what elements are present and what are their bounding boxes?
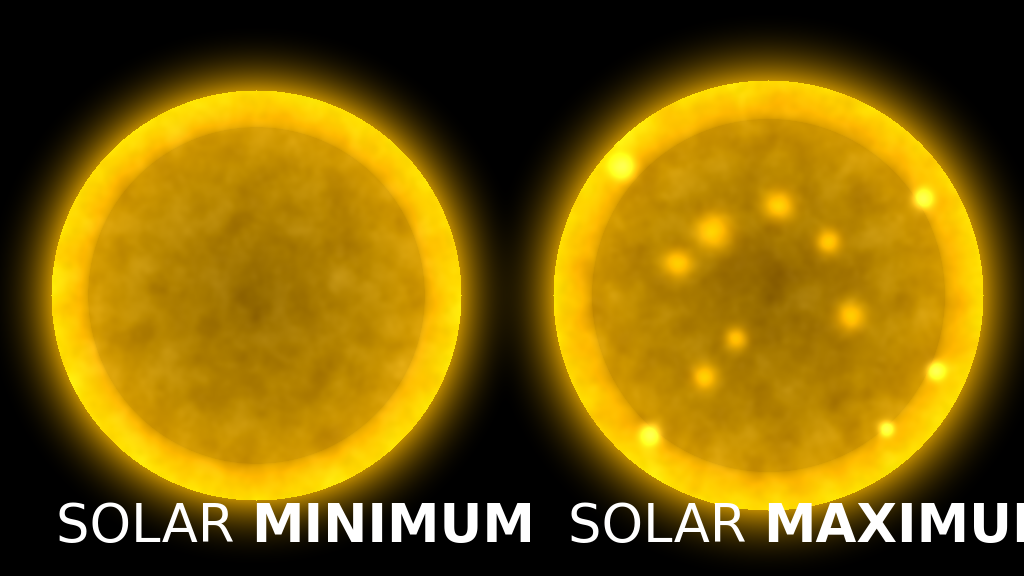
Text: SOLAR: SOLAR: [55, 501, 251, 553]
Text: SOLAR: SOLAR: [567, 501, 763, 553]
Text: MAXIMUM: MAXIMUM: [763, 501, 1024, 553]
Text: MINIMUM: MINIMUM: [251, 501, 535, 553]
